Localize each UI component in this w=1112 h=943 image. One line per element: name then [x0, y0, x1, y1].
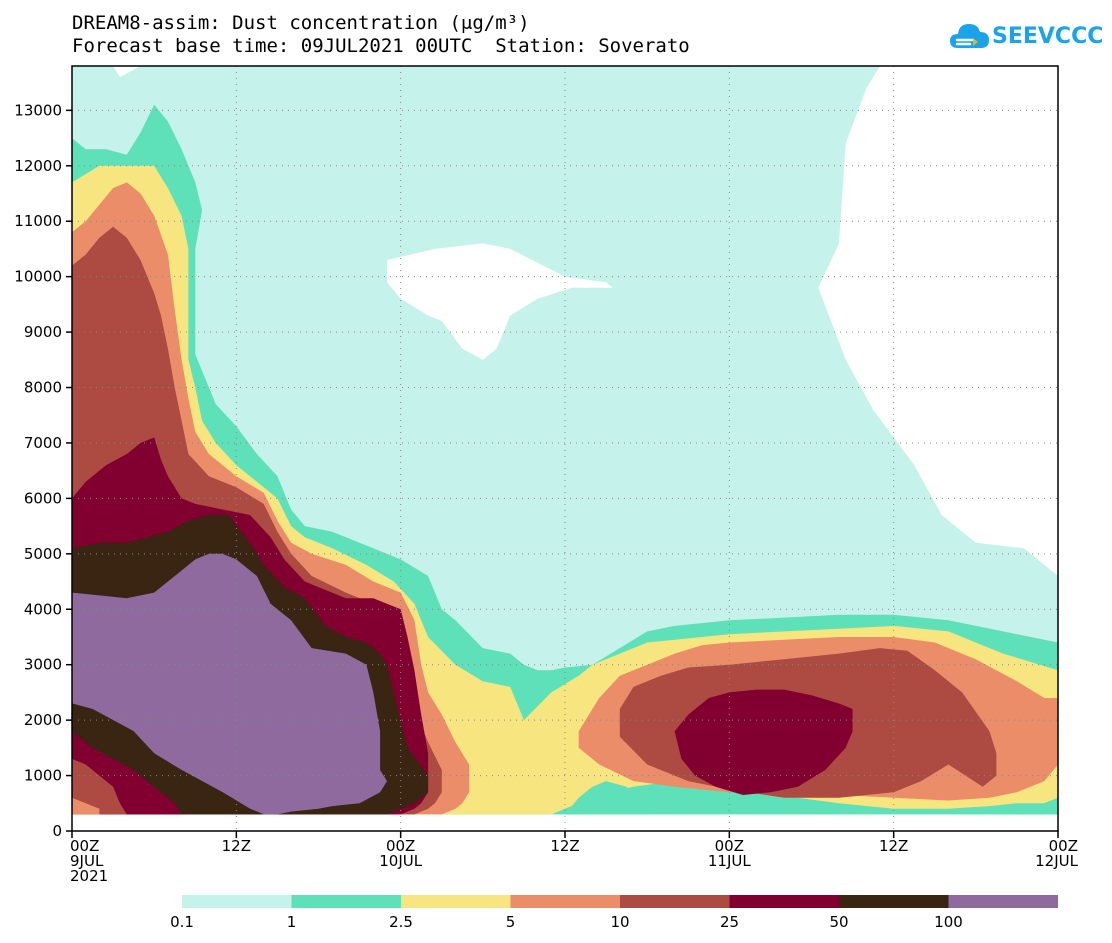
- colorbar-label: 100: [934, 913, 963, 931]
- chart-title: DREAM8-assim: Dust concentration (μg/m³): [72, 12, 530, 34]
- colorbar: 0.1 1 2.5 5 10 25 50 100: [170, 895, 1058, 931]
- x-tick-label: 00Z: [70, 837, 99, 855]
- y-tick-label: 12000: [14, 157, 62, 175]
- contour-region-1-0: [387, 243, 613, 360]
- x-tick-label: 9JUL: [70, 852, 104, 870]
- colorbar-swatch: [729, 895, 839, 908]
- colorbar-label: 2.5: [389, 913, 413, 931]
- colorbar-label: 5: [506, 913, 516, 931]
- colorbar-swatch: [948, 895, 1058, 908]
- contour-fills: [72, 66, 1058, 815]
- x-tick-label: 00Z: [715, 837, 744, 855]
- contour-region-13-0: [72, 797, 100, 815]
- y-tick-label: 3000: [24, 656, 62, 674]
- chart-subtitle: Forecast base time: 09JUL2021 00UTC Stat…: [72, 35, 690, 57]
- colorbar-swatch: [182, 895, 292, 908]
- y-tick-label: 1000: [24, 767, 62, 785]
- x-tick-label: 12Z: [879, 837, 908, 855]
- colorbar-swatch: [401, 895, 511, 908]
- x-tick-label: 10JUL: [379, 852, 422, 870]
- logo-text: SEEVCCC: [992, 24, 1104, 49]
- y-tick-label: 0: [52, 822, 62, 840]
- x-tick-label: 00Z: [1049, 837, 1078, 855]
- cloud-icon: [950, 24, 989, 48]
- y-axis: 0 1000 2000 3000 4000 5000 6000 7000 8000 9000 100…: [14, 101, 72, 840]
- contour-region-9-0: [72, 553, 387, 815]
- x-tick-label: 11JUL: [708, 852, 751, 870]
- y-tick-label: 6000: [24, 489, 62, 507]
- colorbar-swatch: [510, 895, 620, 908]
- y-tick-label: 2000: [24, 711, 62, 729]
- x-tick-label: 12Z: [222, 837, 251, 855]
- x-tick-label: 12Z: [550, 837, 579, 855]
- colorbar-swatch: [839, 895, 949, 908]
- x-tick-label: 00Z: [386, 837, 415, 855]
- x-tick-label: 2021: [70, 867, 108, 885]
- colorbar-label: 1: [287, 913, 297, 931]
- contour-region-7-1: [674, 689, 853, 795]
- y-tick-label: 8000: [24, 379, 62, 397]
- y-tick-label: 9000: [24, 323, 62, 341]
- colorbar-swatch: [291, 895, 401, 908]
- contour-region-4-0: [565, 781, 654, 815]
- y-tick-label: 13000: [14, 101, 62, 119]
- colorbar-label: 50: [829, 913, 848, 931]
- y-tick-label: 5000: [24, 545, 62, 563]
- colorbar-label: 10: [610, 913, 629, 931]
- contour-region-12-0: [72, 758, 127, 815]
- seevccc-logo: SEEVCCC: [948, 18, 1104, 58]
- x-tick-label: 12JUL: [1035, 852, 1078, 870]
- y-tick-label: 7000: [24, 434, 62, 452]
- y-tick-label: 11000: [14, 212, 62, 230]
- contour-region-4-1: [989, 797, 1058, 815]
- colorbar-swatch: [620, 895, 730, 908]
- colorbar-label: 0.1: [170, 913, 194, 931]
- y-tick-label: 10000: [14, 268, 62, 286]
- y-tick-label: 4000: [24, 600, 62, 618]
- colorbar-label: 25: [720, 913, 739, 931]
- grid-lines: [72, 66, 1058, 831]
